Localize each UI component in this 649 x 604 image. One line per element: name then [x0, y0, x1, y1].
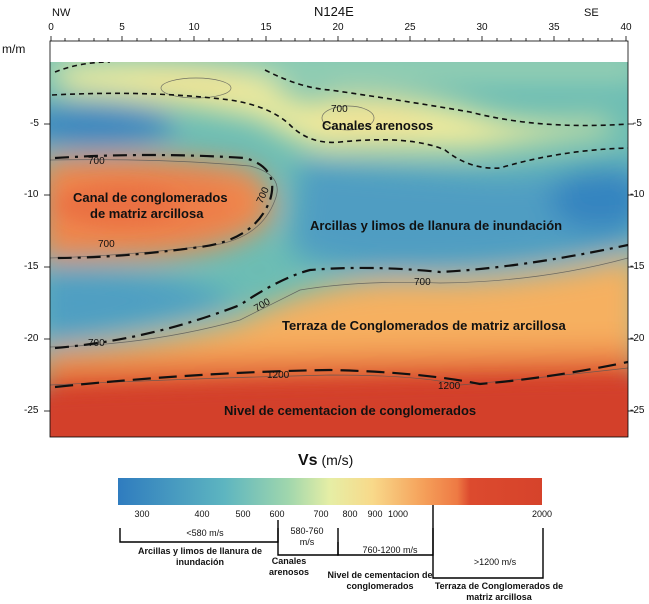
- legend-label: Terraza de Conglomerados de matriz arcil…: [434, 581, 564, 602]
- colorbar-tick: 500: [235, 509, 251, 519]
- contour-label: 700: [88, 338, 105, 349]
- region-label-canales: Canales arenosos: [322, 118, 434, 133]
- y-axis-unit: m/m: [2, 42, 26, 56]
- x-tick: 20: [332, 22, 344, 33]
- legend-range: >1200 m/s: [473, 557, 517, 567]
- legend-range: 760-1200 m/s: [362, 545, 418, 555]
- colorbar-tick: 900: [367, 509, 383, 519]
- colorbar-tick: 700: [313, 509, 329, 519]
- y-tick-right: -5: [633, 118, 642, 129]
- y-tick-right: -10: [630, 189, 645, 200]
- y-tick-right: -15: [630, 261, 645, 272]
- x-tick: 40: [620, 22, 632, 33]
- y-tick-left: -20: [24, 333, 39, 344]
- region-label-terraza: Terraza de Conglomerados de matriz arcil…: [282, 318, 566, 333]
- y-tick-left: -15: [24, 261, 39, 272]
- contour-label: 700: [414, 277, 431, 288]
- x-tick: 15: [260, 22, 272, 33]
- colorbar-unit: (m/s): [321, 452, 354, 468]
- legend-range: <580 m/s: [186, 528, 224, 538]
- y-tick-left: -25: [24, 405, 39, 416]
- colorbar-tick: 800: [342, 509, 358, 519]
- x-tick: 25: [404, 22, 416, 33]
- y-tick-left: -10: [24, 189, 39, 200]
- region-label-arcillas: Arcillas y limos de llanura de inundació…: [310, 218, 563, 233]
- contour-label: 700: [98, 239, 115, 250]
- direction-nw-label: NW: [52, 7, 71, 19]
- colorbar-tick: 1000: [387, 509, 409, 519]
- profile-title: N124E: [314, 4, 354, 19]
- colorbar-title: Vs (m/s): [298, 452, 353, 470]
- direction-se-label: SE: [584, 7, 599, 19]
- y-tick-right: -25: [630, 405, 645, 416]
- x-tick: 30: [476, 22, 488, 33]
- contour-label: 1200: [438, 381, 461, 392]
- x-tick: 10: [188, 22, 200, 33]
- x-tick: 0: [48, 22, 54, 33]
- colorbar-variable: Vs: [298, 452, 318, 469]
- contour-label: 700: [88, 156, 105, 167]
- region-label-nivel: Nivel de cementacion de conglomerados: [224, 403, 477, 418]
- x-tick: 5: [119, 22, 125, 33]
- colorbar-tick: 400: [194, 509, 210, 519]
- legend-range: 580-760 m/s: [290, 526, 324, 547]
- legend-label: Canales arenosos: [268, 556, 310, 577]
- legend-label: Arcillas y limos de llanura de inundació…: [137, 546, 263, 567]
- colorbar-gradient: [118, 478, 542, 505]
- y-tick-right: -20: [630, 333, 645, 344]
- colorbar-tick: 300: [134, 509, 150, 519]
- x-tick: 35: [548, 22, 560, 33]
- colorbar-tick: 2000: [531, 509, 553, 519]
- contour-label: 700: [331, 104, 348, 115]
- y-tick-left: -5: [30, 118, 39, 129]
- contour-label: 1200: [267, 370, 290, 381]
- colorbar-tick: 600: [269, 509, 285, 519]
- region-label-canal-line2: de matriz arcillosa: [90, 206, 204, 221]
- legend-label: Nivel de cementacion de conglomerados: [327, 570, 433, 591]
- region-label-canal-line1: Canal de conglomerados: [73, 190, 228, 205]
